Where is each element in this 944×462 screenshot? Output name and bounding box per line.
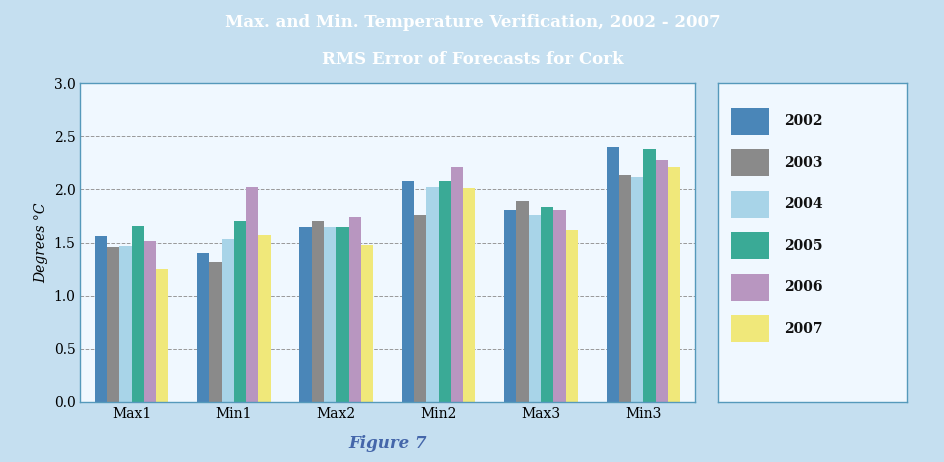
Bar	[413, 215, 426, 402]
Bar	[196, 253, 209, 402]
Bar	[221, 239, 233, 402]
Bar	[233, 221, 245, 402]
Bar	[667, 167, 680, 402]
Bar	[618, 175, 631, 402]
Text: 2005: 2005	[784, 239, 822, 253]
Bar	[731, 232, 768, 259]
Bar	[299, 227, 312, 402]
Bar	[348, 217, 361, 402]
Bar	[450, 167, 463, 402]
Bar	[259, 235, 270, 402]
Text: Max. and Min. Temperature Verification, 2002 - 2007: Max. and Min. Temperature Verification, …	[225, 14, 719, 31]
Bar	[94, 236, 107, 402]
Bar	[552, 210, 565, 402]
Bar	[528, 215, 540, 402]
Bar	[209, 261, 221, 402]
Bar	[143, 242, 156, 402]
Bar	[643, 149, 655, 402]
Text: 2004: 2004	[784, 197, 822, 211]
Bar	[361, 245, 373, 402]
Text: 2003: 2003	[784, 156, 822, 170]
Text: Figure 7: Figure 7	[347, 435, 427, 452]
Bar	[565, 230, 577, 402]
Bar	[631, 176, 643, 402]
Bar	[119, 246, 131, 402]
Text: RMS Error of Forecasts for Cork: RMS Error of Forecasts for Cork	[321, 51, 623, 68]
Bar	[312, 221, 324, 402]
Bar	[731, 315, 768, 342]
Bar	[463, 188, 475, 402]
Bar	[504, 210, 515, 402]
Bar	[606, 147, 618, 402]
Bar	[426, 187, 438, 402]
Bar	[731, 191, 768, 218]
Bar	[107, 247, 119, 402]
Bar	[731, 274, 768, 301]
Bar	[324, 227, 336, 402]
Bar	[131, 225, 143, 402]
Bar	[540, 207, 552, 402]
Bar	[401, 181, 413, 402]
Bar	[731, 108, 768, 135]
Y-axis label: Degrees °C: Degrees °C	[34, 202, 48, 283]
Bar	[731, 149, 768, 176]
Text: 2002: 2002	[784, 115, 822, 128]
Bar	[515, 201, 528, 402]
Bar	[336, 227, 348, 402]
Bar	[655, 160, 667, 402]
Text: 2006: 2006	[784, 280, 822, 294]
Bar	[245, 187, 258, 402]
Bar	[438, 181, 450, 402]
Bar	[156, 269, 168, 402]
Text: 2007: 2007	[784, 322, 822, 335]
